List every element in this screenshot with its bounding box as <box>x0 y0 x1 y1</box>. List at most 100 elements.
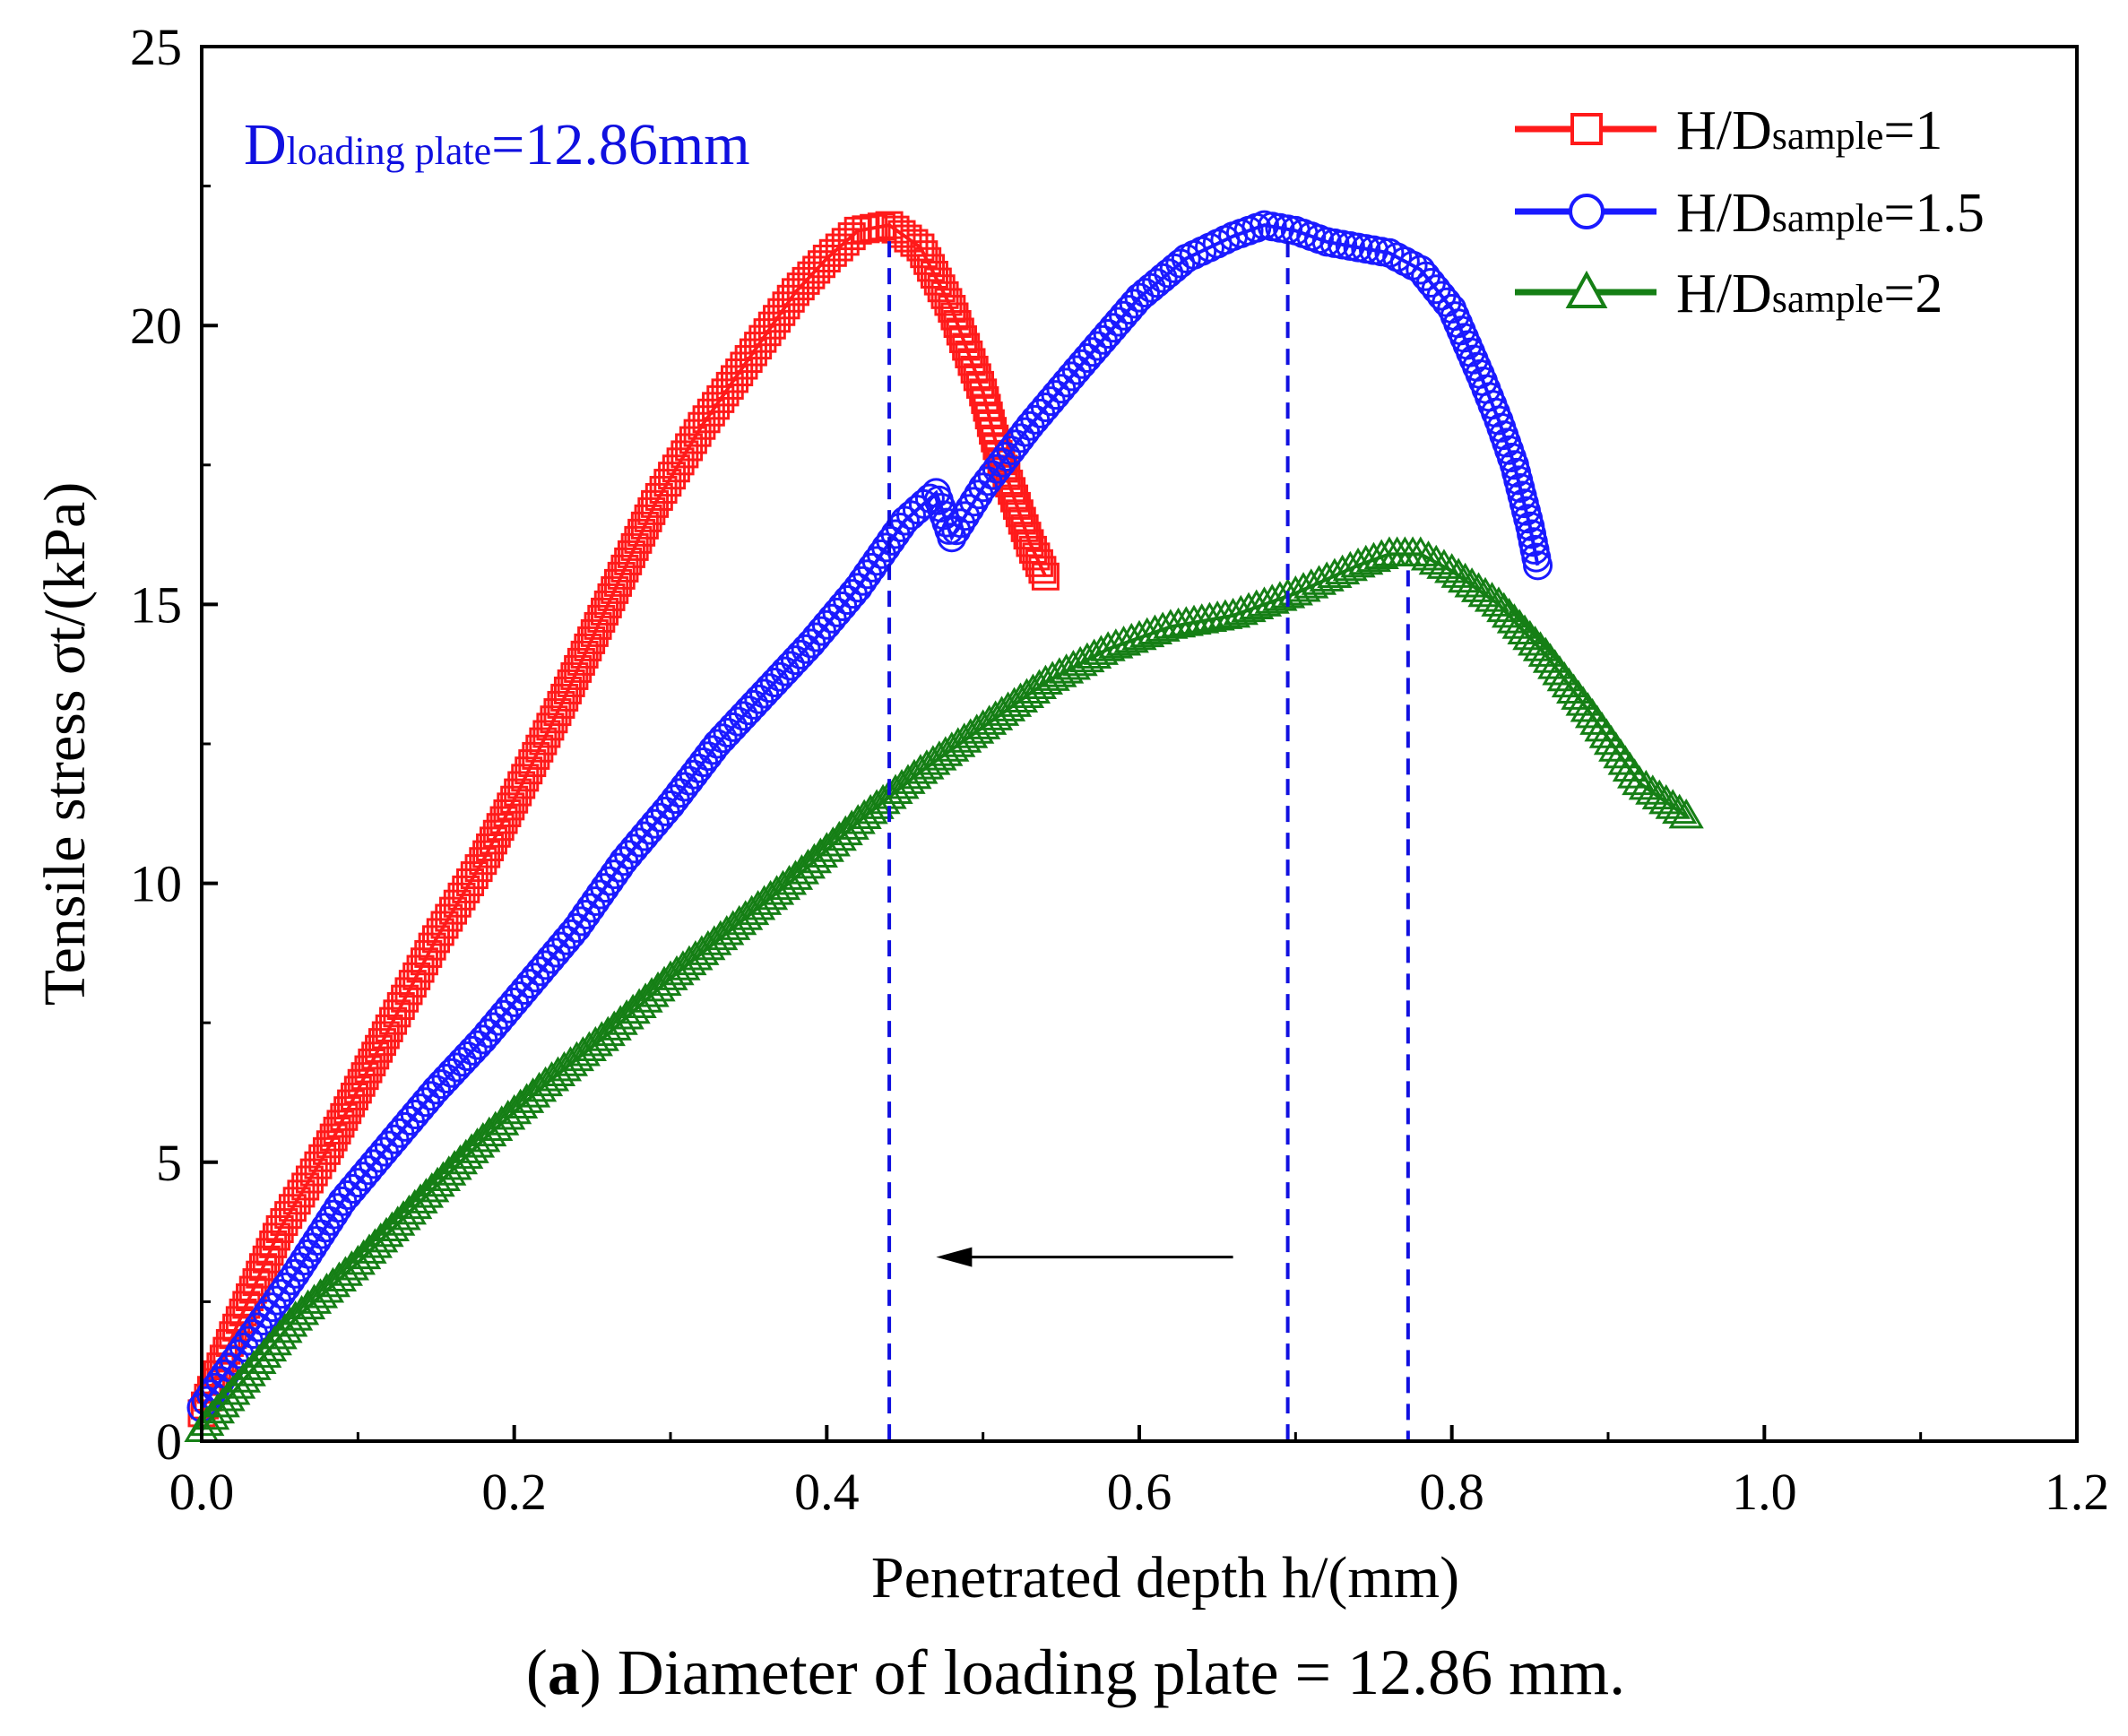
data-point <box>564 654 593 683</box>
data-point <box>471 1116 507 1147</box>
data-point <box>840 804 876 834</box>
data-point <box>414 1171 450 1203</box>
data-point <box>277 1300 314 1331</box>
data-point <box>532 720 561 748</box>
data-point <box>442 1052 472 1083</box>
data-point <box>1481 586 1517 617</box>
data-point <box>734 894 770 926</box>
data-point <box>827 815 863 846</box>
data-point <box>308 1272 345 1303</box>
data-point <box>610 554 639 583</box>
y-tick-label: 10 <box>130 855 182 913</box>
y-tick-label: 0 <box>156 1412 182 1471</box>
data-point <box>1031 562 1060 591</box>
data-point <box>1083 635 1120 665</box>
data-point <box>707 723 738 754</box>
data-point <box>1512 619 1548 651</box>
legend: H/Dsample=1 H/Dsample=1.5 H/Dsample=2 <box>1515 100 1985 324</box>
data-point <box>1028 556 1057 584</box>
data-point <box>998 477 1026 505</box>
data-point <box>834 809 869 840</box>
data-point <box>950 501 981 531</box>
data-point <box>1491 597 1527 628</box>
data-point <box>781 278 809 307</box>
data-point <box>290 1289 326 1320</box>
data-point <box>431 1155 467 1186</box>
data-point <box>749 678 780 709</box>
data-point <box>771 865 808 895</box>
x-tick-label: 0.6 <box>1107 1463 1172 1521</box>
data-point <box>515 1077 551 1108</box>
data-point <box>728 900 764 930</box>
data-point <box>709 915 745 946</box>
data-point <box>859 789 895 819</box>
data-point <box>1447 562 1484 593</box>
data-point <box>934 288 963 316</box>
x-axis: 0.0 0.2 0.4 0.6 0.8 1.0 1.2 <box>169 1425 2109 1521</box>
data-point <box>946 508 976 539</box>
data-point <box>327 1256 364 1286</box>
data-point <box>425 1161 462 1191</box>
data-point <box>884 768 920 799</box>
data-point <box>497 792 525 821</box>
data-point <box>1010 514 1039 542</box>
data-point <box>1002 491 1031 520</box>
data-point <box>397 1188 433 1220</box>
data-point <box>1105 626 1142 656</box>
data-point <box>1005 499 1034 528</box>
data-point <box>1355 541 1392 573</box>
data-point <box>957 348 986 376</box>
data-point <box>385 1200 421 1231</box>
data-point <box>775 651 806 681</box>
data-point <box>955 494 985 524</box>
data-point <box>852 793 888 825</box>
series-3 <box>184 536 1704 1443</box>
data-point <box>570 640 599 669</box>
data-point <box>593 590 622 618</box>
data-point <box>521 1071 558 1102</box>
y-axis: 0 5 10 15 20 25 <box>130 18 218 1471</box>
data-point <box>783 854 820 885</box>
data-point <box>596 1010 632 1041</box>
data-point <box>759 668 790 698</box>
data-point <box>1317 557 1353 589</box>
data-point <box>715 910 751 940</box>
data-point <box>620 532 649 561</box>
data-point <box>952 333 981 361</box>
data-point <box>965 370 994 399</box>
data-point <box>733 695 764 726</box>
data-point <box>846 799 882 830</box>
data-point <box>421 1075 451 1105</box>
data-point <box>821 820 857 851</box>
data-point <box>792 266 820 295</box>
data-point <box>1137 614 1173 645</box>
data-point <box>974 402 1003 430</box>
x-tick-label: 0.0 <box>169 1463 235 1521</box>
data-point <box>511 764 540 792</box>
data-point <box>938 295 966 324</box>
data-point <box>1309 561 1345 592</box>
data-point <box>765 869 801 901</box>
data-point <box>363 1222 399 1253</box>
data-point <box>796 842 833 874</box>
data-point <box>597 583 626 611</box>
data-point <box>802 837 838 868</box>
data-point <box>1410 540 1447 571</box>
data-point <box>547 690 575 719</box>
data-point <box>558 1041 595 1072</box>
data-point <box>602 1005 638 1035</box>
data-point <box>627 518 656 547</box>
data-point <box>527 1066 564 1097</box>
data-point <box>346 1239 382 1270</box>
data-point <box>321 1261 358 1292</box>
data-point <box>508 1083 545 1113</box>
data-point <box>865 783 901 815</box>
data-point <box>484 1105 520 1136</box>
data-point <box>659 954 695 986</box>
data-point <box>584 1021 619 1051</box>
svg-text:H/Dsample=1.5: H/Dsample=1.5 <box>1676 183 1985 244</box>
data-point <box>591 597 619 626</box>
data-point <box>786 272 815 301</box>
data-point <box>696 925 732 955</box>
